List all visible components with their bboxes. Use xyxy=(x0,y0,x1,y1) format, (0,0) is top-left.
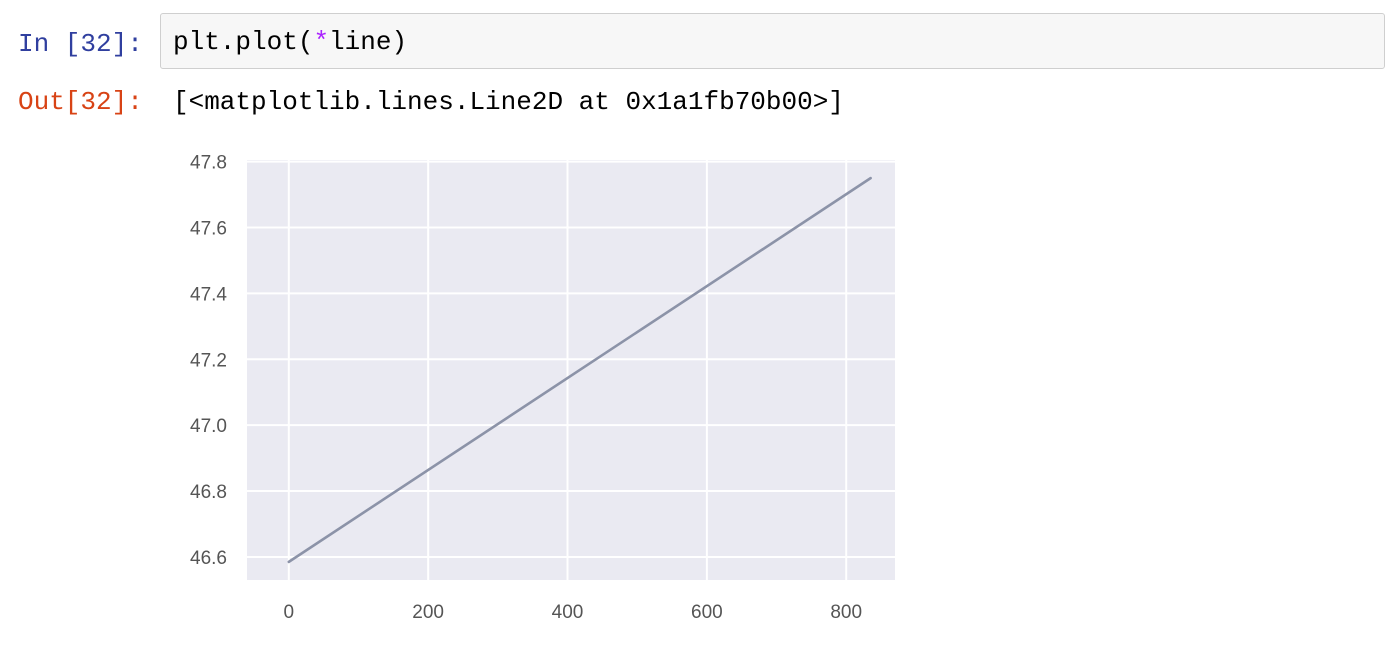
x-axis-ticks: 0 200 400 600 800 xyxy=(284,602,863,623)
plot-background xyxy=(247,160,895,580)
x-tick-label-4: 800 xyxy=(830,602,862,623)
code-suffix: line) xyxy=(329,27,408,57)
input-prompt: In [32]: xyxy=(18,29,143,59)
line-plot: 0 200 400 600 800 46.6 46.8 47.0 47.2 47.4 47.6 47… xyxy=(190,153,895,623)
y-tick-label-0: 46.6 xyxy=(190,548,227,569)
y-tick-label-5: 47.6 xyxy=(190,219,227,240)
y-axis-ticks: 46.6 46.8 47.0 47.2 47.4 47.6 47.8 xyxy=(190,153,227,569)
code-prefix: plt.plot( xyxy=(173,27,314,57)
grid-lines xyxy=(247,160,895,580)
y-tick-label-4: 47.4 xyxy=(190,284,227,305)
plot-series xyxy=(287,176,872,564)
x-tick-label-3: 600 xyxy=(691,602,723,623)
code-input-cell[interactable]: plt.plot(*line) xyxy=(160,13,1385,69)
code-line[interactable]: plt.plot(*line) xyxy=(173,27,407,57)
series-line xyxy=(287,176,872,564)
y-tick-label-3: 47.2 xyxy=(190,350,227,371)
x-tick-label-0: 0 xyxy=(284,602,295,623)
x-tick-label-2: 400 xyxy=(552,602,584,623)
y-tick-label-6: 47.8 xyxy=(190,153,227,174)
x-tick-label-1: 200 xyxy=(412,602,444,623)
y-tick-label-1: 46.8 xyxy=(190,482,227,503)
code-operator: * xyxy=(313,27,330,57)
output-prompt: Out[32]: xyxy=(18,87,143,117)
y-tick-label-2: 47.0 xyxy=(190,416,227,437)
output-text: [<matplotlib.lines.Line2D at 0x1a1fb70b0… xyxy=(173,87,844,117)
